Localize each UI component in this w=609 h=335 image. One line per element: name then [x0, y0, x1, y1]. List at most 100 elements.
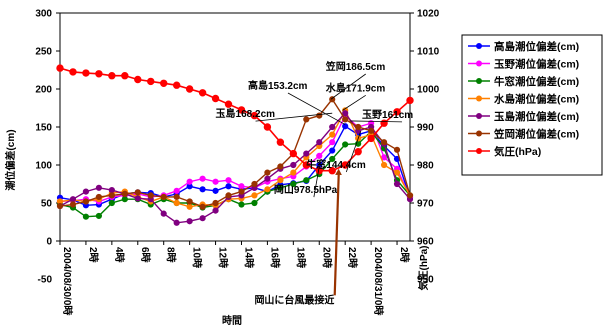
data-point [212, 199, 219, 207]
x-tick-label: 10時 [191, 247, 204, 268]
data-point [69, 68, 77, 76]
data-point [147, 192, 154, 199]
data-point [342, 110, 349, 117]
annotation-label: 笠岡186.5cm [325, 60, 386, 73]
right-tick-label: 970 [417, 199, 434, 210]
series-5 [56, 96, 414, 210]
data-point [95, 70, 103, 78]
data-point [225, 192, 232, 199]
data-point [82, 213, 90, 220]
data-point [380, 139, 388, 146]
data-point [393, 108, 401, 116]
legend-label: 玉野潮位偏差(cm) [494, 58, 579, 71]
data-point [212, 187, 219, 194]
data-point [367, 134, 375, 143]
data-point [238, 201, 245, 208]
legend-swatch-marker [476, 148, 482, 154]
data-point [160, 79, 168, 88]
data-point [342, 116, 349, 123]
data-point [354, 148, 362, 156]
right-axis-title: 気圧(hPa) [417, 246, 430, 292]
data-point [393, 180, 401, 188]
arrow-head [335, 168, 342, 176]
series-2 [56, 128, 414, 220]
legend-label: 高島潮位偏差(cm) [494, 40, 579, 53]
left-axis-title: 潮位偏差(cm) [4, 129, 17, 190]
left-tick-label: 100 [35, 161, 52, 172]
data-point [173, 219, 180, 226]
data-point [264, 186, 271, 193]
data-point [250, 111, 259, 120]
data-point [316, 152, 323, 159]
data-point [172, 81, 181, 89]
data-point [290, 161, 297, 169]
left-tick-label: 300 [35, 9, 52, 20]
data-point [186, 203, 193, 210]
data-point [212, 178, 219, 185]
legend-swatch-marker [476, 43, 482, 49]
data-point [69, 196, 77, 203]
data-point [108, 72, 116, 80]
data-point [277, 184, 284, 191]
series-line [59, 67, 411, 172]
data-point [316, 139, 323, 146]
data-point [406, 192, 414, 199]
annotation-layer: 笠岡186.5cm 高島153.2cm 水島171.9cm 玉島168.2cm 玉野16… [216, 60, 414, 306]
data-point [199, 203, 206, 210]
x-tick-label: 2時 [398, 247, 411, 263]
data-point [329, 139, 336, 146]
legend-item: 玉島潮位偏差(cm) [468, 110, 579, 123]
data-point [277, 163, 284, 170]
data-point [289, 149, 298, 158]
x-tick-label: 20時 [320, 247, 333, 268]
data-point [225, 177, 232, 184]
data-point [134, 189, 141, 196]
data-point [134, 195, 141, 202]
data-point [199, 175, 206, 182]
data-point [173, 199, 180, 207]
annotation-leader [313, 166, 320, 198]
annotation-label: 岡山978.5hPa [274, 183, 338, 196]
data-point [186, 218, 193, 225]
data-point [302, 161, 310, 169]
data-point [224, 100, 233, 108]
annotation-label: 高島153.2cm [248, 79, 308, 92]
x-tick-label: 12時 [217, 247, 230, 268]
series-6 [56, 64, 414, 175]
data-point [329, 131, 336, 138]
series-layer [56, 64, 414, 226]
data-point [121, 190, 128, 197]
annotation-label: 岡山に台風最接近 [254, 293, 334, 306]
arrow-shaft [333, 174, 340, 296]
annotation-leader [287, 92, 346, 125]
data-point [251, 192, 258, 199]
legend: 高島潮位偏差(cm) 玉野潮位偏差(cm) 牛窓潮位偏差(cm) 水島潮位偏差(cm)… [461, 34, 603, 176]
data-point [290, 169, 297, 176]
data-point [212, 207, 219, 214]
data-point [393, 146, 401, 153]
data-point [134, 75, 142, 84]
data-point [238, 183, 245, 190]
data-point [355, 123, 362, 131]
data-point [108, 186, 115, 194]
data-point [147, 77, 155, 86]
legend-swatch-marker [476, 113, 482, 119]
x-tick-label: 2004/08/31/0時 [372, 247, 385, 315]
data-point [199, 215, 206, 222]
legend-label: 水島潮位偏差(cm) [493, 93, 579, 106]
x-tick-label: 16時 [268, 247, 281, 268]
data-point [82, 198, 90, 205]
data-point [186, 178, 193, 185]
legend-item: 高島潮位偏差(cm) [468, 40, 579, 53]
legend-item: 笠岡潮位偏差(cm) [468, 128, 579, 141]
right-y-axis: 950 960 970 980 990 1000 1010 1020 [410, 9, 440, 286]
data-point [173, 193, 180, 201]
data-point [342, 123, 349, 130]
legend-label: 牛窓潮位偏差(cm) [494, 75, 579, 88]
annotation-leader [255, 112, 333, 122]
data-point [329, 96, 336, 103]
data-point [173, 187, 180, 194]
data-point [186, 198, 193, 205]
legend-item: 玉野潮位偏差(cm) [468, 58, 579, 71]
